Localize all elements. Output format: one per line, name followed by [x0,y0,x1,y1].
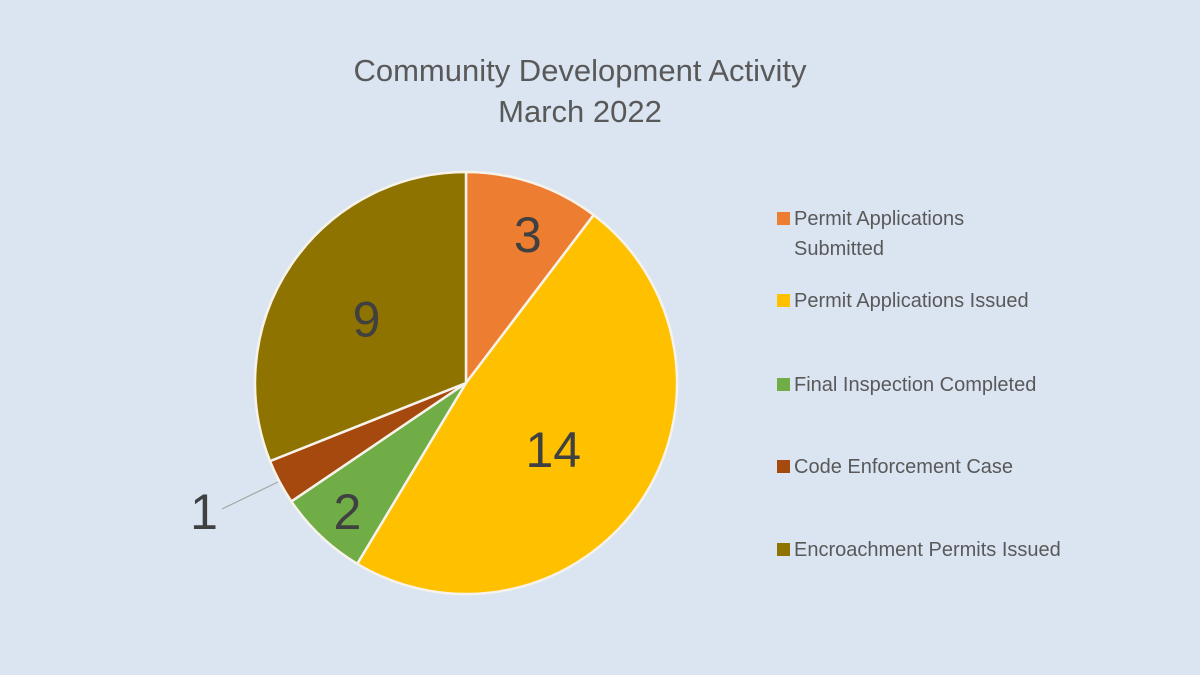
data-label-permit-applications-issued: 14 [525,422,581,478]
chart-title-line2: March 2022 [498,94,662,129]
data-label-encroachment-permits-issued: 9 [353,292,381,348]
legend-item-final-inspection-completed: Final Inspection Completed [777,370,1036,400]
pie-slice-permit-applications-submitted [464,170,595,385]
legend-item-permit-applications-issued: Permit Applications Issued [777,286,1029,316]
legend-label: Final Inspection Completed [794,374,1037,396]
data-label-code-enforcement-case: 1 [190,484,218,540]
data-label-permit-applications-submitted: 3 [514,207,542,263]
legend-swatch-code-enforcement-case [777,460,790,473]
legend-item-encroachment-permits-issued: Encroachment Permits Issued [777,535,1061,565]
chart-title-line1: Community Development Activity [353,53,807,88]
legend-swatch-final-inspection-completed [777,378,790,391]
pie-slice-permit-applications-issued [355,213,679,596]
legend-swatch-permit-applications-issued [777,294,790,307]
legend-label: Encroachment Permits Issued [794,539,1061,561]
legend-label: Permit Applications Issued [794,290,1029,312]
legend-item-code-enforcement-case: Code Enforcement Case [777,452,1013,482]
legend-swatch-permit-applications-submitted [777,212,790,225]
leader-line-code-enforcement-case [221,481,279,510]
legend-swatch-encroachment-permits-issued [777,543,790,556]
legend-label: Code Enforcement Case [794,456,1014,478]
data-label-final-inspection-completed: 2 [333,484,361,540]
legend-label: Permit Applications Submitted [794,208,965,260]
legend-item-permit-applications-submitted: Permit Applications Submitted [777,204,994,264]
chart-title: Community Development Activity March 202… [80,50,1080,132]
pie-slice-encroachment-permits-issued [253,170,468,463]
